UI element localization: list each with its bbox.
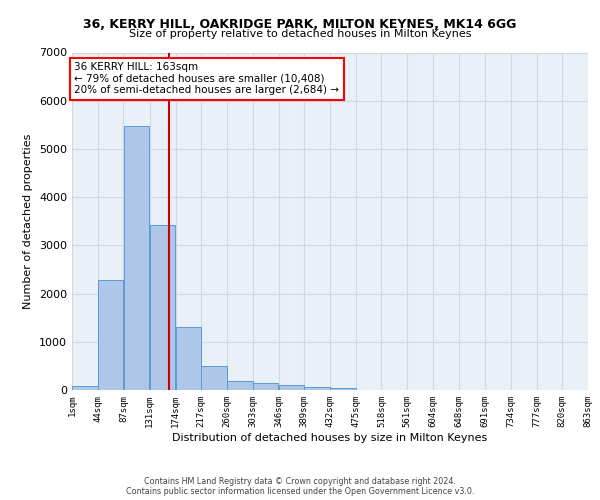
Bar (304, 388, 330, 390)
Bar (202, 366, 227, 390)
Bar (278, 386, 304, 390)
Bar (176, 328, 201, 390)
Bar (253, 382, 278, 390)
Y-axis label: Number of detached properties: Number of detached properties (23, 134, 34, 309)
Bar (330, 388, 356, 390)
Bar (72, 386, 98, 390)
Text: 36 KERRY HILL: 163sqm
← 79% of detached houses are smaller (10,408)
20% of semi-: 36 KERRY HILL: 163sqm ← 79% of detached … (74, 62, 340, 96)
Bar (150, 225, 175, 390)
Text: Contains HM Land Registry data © Crown copyright and database right 2024.
Contai: Contains HM Land Registry data © Crown c… (126, 476, 474, 496)
Bar (98, 280, 124, 390)
Bar (124, 126, 149, 390)
Text: 36, KERRY HILL, OAKRIDGE PARK, MILTON KEYNES, MK14 6GG: 36, KERRY HILL, OAKRIDGE PARK, MILTON KE… (83, 18, 517, 30)
Text: Size of property relative to detached houses in Milton Keynes: Size of property relative to detached ho… (129, 29, 471, 39)
Bar (227, 380, 253, 390)
X-axis label: Distribution of detached houses by size in Milton Keynes: Distribution of detached houses by size … (172, 432, 488, 442)
